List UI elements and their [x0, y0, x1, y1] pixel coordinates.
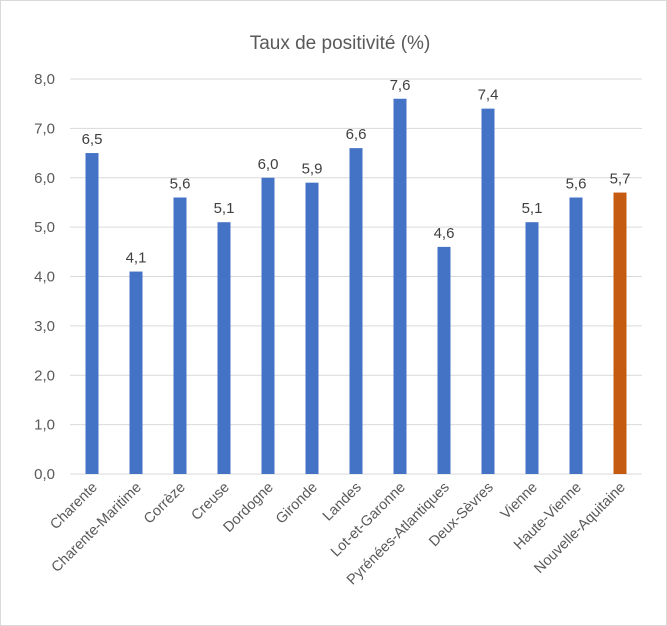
data-label: 4,1 [126, 250, 147, 267]
y-tick-label: 8,0 [34, 71, 55, 88]
data-label: 5,9 [302, 161, 323, 178]
bar [261, 177, 275, 474]
data-label: 7,6 [390, 77, 411, 94]
data-label: 6,5 [82, 131, 103, 148]
x-category-label: Gironde [273, 480, 321, 528]
data-labels: 6,5 4,1 5,6 5,1 6,0 5,9 6,6 7,6 4,6 7,4 5,1 5,6 5,7 [82, 77, 631, 267]
bar [129, 271, 143, 474]
bar [481, 108, 495, 474]
data-label: 5,7 [610, 171, 631, 188]
bars [85, 98, 627, 474]
y-tick-label: 3,0 [34, 318, 55, 335]
bar [349, 148, 363, 474]
y-tick-label: 4,0 [34, 269, 55, 286]
bar [437, 246, 451, 474]
x-category-label: Creuse [188, 480, 232, 524]
data-label: 5,6 [566, 176, 587, 193]
bar [613, 192, 627, 474]
data-label: 7,4 [478, 87, 499, 104]
data-label: 6,0 [258, 156, 279, 173]
y-tick-label: 5,0 [34, 219, 55, 236]
bar [305, 182, 319, 474]
y-tick-label: 2,0 [34, 367, 55, 384]
y-tick-label: 0,0 [34, 466, 55, 483]
data-label: 5,1 [214, 200, 235, 217]
bar [217, 222, 231, 474]
data-label: 5,6 [170, 176, 191, 193]
y-tick-label: 1,0 [34, 417, 55, 434]
y-tick-label: 7,0 [34, 120, 55, 137]
x-category-label: Corrèze [141, 480, 189, 528]
bar [569, 197, 583, 474]
data-label: 6,6 [346, 126, 367, 143]
data-label: 4,6 [434, 225, 455, 242]
x-category-label: Vienne [498, 480, 541, 523]
y-axis-ticks: 0,0 1,0 2,0 3,0 4,0 5,0 6,0 7,0 8,0 [34, 71, 55, 483]
bar [85, 153, 99, 474]
bar [173, 197, 187, 474]
bar [393, 98, 407, 474]
bar [525, 222, 539, 474]
y-tick-label: 6,0 [34, 170, 55, 187]
chart-title: Taux de positivité (%) [250, 33, 431, 54]
data-label: 5,1 [522, 200, 543, 217]
